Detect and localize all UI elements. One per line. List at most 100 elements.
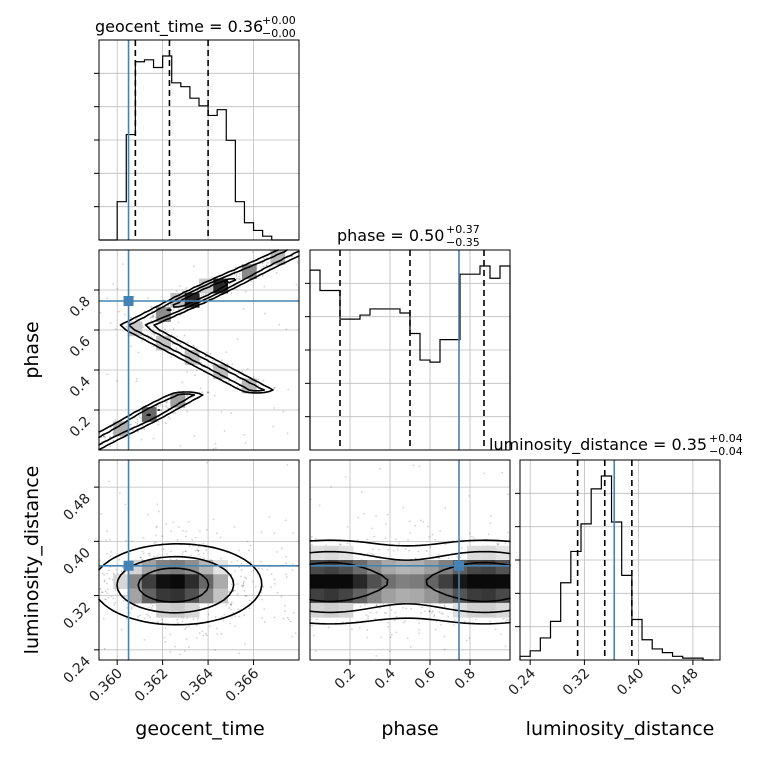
sample-point	[194, 536, 197, 539]
ytick-label-luminosity_distance-2: 0.40	[60, 545, 93, 578]
sample-point	[149, 616, 152, 619]
sample-point	[197, 549, 200, 552]
sample-point	[263, 621, 266, 623]
density-cell	[199, 588, 214, 604]
sample-point	[116, 287, 119, 290]
sample-point	[241, 584, 243, 587]
xtick-label-geocent_time-1: 0.362	[132, 666, 172, 706]
contour-2-1	[309, 550, 511, 614]
sample-point	[311, 544, 313, 546]
sample-point	[152, 315, 155, 318]
sample-point	[105, 539, 107, 541]
sample-point	[468, 532, 471, 535]
sample-point	[169, 633, 172, 636]
sample-point	[104, 598, 107, 601]
sample-point	[357, 516, 360, 519]
sample-point	[204, 632, 207, 635]
sample-point	[242, 584, 245, 587]
sample-point	[150, 319, 153, 322]
sample-point	[402, 606, 405, 609]
density-cell	[170, 602, 186, 618]
sample-point	[418, 632, 421, 635]
sample-point	[205, 634, 208, 637]
sample-point	[497, 543, 500, 546]
sample-point	[246, 540, 249, 543]
sample-point	[197, 549, 200, 552]
sample-point	[215, 532, 218, 535]
sample-point	[202, 634, 205, 637]
sample-point	[112, 572, 115, 575]
title-phase-plus: +0.37	[446, 223, 480, 236]
sample-point	[315, 618, 318, 621]
density-cell	[352, 588, 368, 604]
sample-point	[99, 311, 102, 314]
sample-point	[125, 326, 128, 328]
sample-point	[183, 650, 186, 653]
sample-point	[238, 652, 241, 655]
sample-point	[443, 648, 446, 651]
sample-point	[220, 359, 223, 362]
sample-point	[392, 549, 395, 552]
sample-point	[233, 273, 236, 276]
sample-point	[327, 626, 330, 629]
sample-point	[456, 556, 459, 558]
sample-point	[365, 538, 368, 541]
sample-point	[167, 415, 170, 418]
sample-point	[443, 635, 446, 638]
sample-point	[143, 638, 146, 641]
sample-point	[184, 535, 187, 538]
sample-point	[194, 374, 197, 377]
sample-point	[156, 620, 159, 623]
sample-point	[160, 618, 163, 621]
density-cell	[481, 574, 497, 590]
sample-point	[420, 519, 422, 522]
sample-point	[230, 291, 233, 294]
density-cell	[367, 574, 382, 590]
sample-point	[115, 568, 118, 571]
sample-point	[364, 604, 367, 606]
sample-point	[170, 530, 173, 533]
sample-point	[351, 628, 353, 631]
sample-point	[422, 520, 425, 523]
sample-point	[225, 351, 228, 354]
sample-point	[205, 351, 208, 354]
sample-point	[285, 576, 288, 578]
sample-point	[346, 542, 349, 545]
sample-point	[428, 610, 431, 613]
sample-point	[230, 412, 233, 415]
sample-point	[187, 520, 190, 523]
sample-point	[431, 533, 434, 536]
sample-point	[390, 633, 393, 636]
xtick-label-geocent_time-0: 0.360	[86, 666, 126, 706]
density-cell	[310, 574, 325, 590]
sample-point	[243, 590, 246, 592]
sample-point	[137, 430, 139, 433]
sample-point	[370, 552, 372, 555]
sample-point	[372, 548, 374, 551]
sample-point	[186, 617, 188, 620]
sample-point	[210, 276, 213, 279]
sample-point	[172, 521, 175, 524]
sample-point	[106, 572, 108, 575]
sample-point	[225, 604, 227, 607]
sample-point	[110, 550, 113, 553]
sample-point	[254, 585, 257, 588]
density-cell	[395, 588, 411, 604]
sample-point	[216, 633, 219, 635]
density-cell	[213, 574, 229, 590]
sample-point	[165, 401, 168, 404]
sample-point	[385, 523, 387, 526]
sample-point	[375, 604, 378, 607]
sample-point	[152, 345, 155, 347]
sample-point	[230, 601, 233, 604]
histogram-panel-phase	[305, 249, 511, 451]
sample-point	[197, 553, 200, 556]
density-cell	[241, 378, 257, 394]
sample-point	[429, 546, 432, 549]
ytick-label-phase-2: 0.6	[67, 333, 94, 360]
sample-point	[147, 552, 150, 555]
sample-point	[181, 553, 183, 556]
sample-point	[295, 283, 298, 286]
sample-point	[409, 646, 412, 648]
sample-point	[230, 603, 232, 605]
